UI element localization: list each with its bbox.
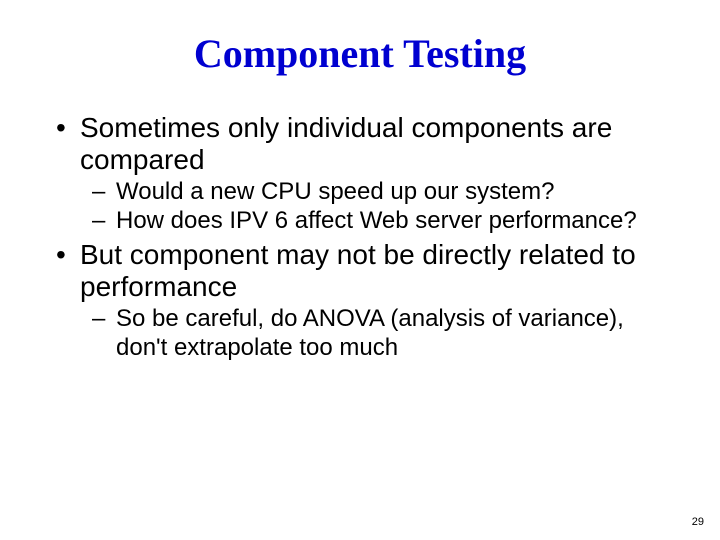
sub-bullet-text: Would a new CPU speed up our system?	[116, 178, 554, 205]
sub-bullet-item: How does IPV 6 affect Web server perform…	[80, 207, 670, 235]
sub-bullet-item: So be careful, do ANOVA (analysis of var…	[80, 305, 670, 362]
bullet-list-level2: Would a new CPU speed up our system? How…	[80, 178, 670, 235]
bullet-text: Sometimes only individual components are…	[80, 112, 612, 175]
bullet-list-level2: So be careful, do ANOVA (analysis of var…	[80, 305, 670, 362]
sub-bullet-text: So be careful, do ANOVA (analysis of var…	[116, 305, 624, 360]
sub-bullet-item: Would a new CPU speed up our system?	[80, 178, 670, 206]
slide-container: Component Testing Sometimes only individ…	[0, 0, 720, 540]
bullet-item: Sometimes only individual components are…	[50, 112, 670, 235]
bullet-text: But component may not be directly relate…	[80, 239, 636, 302]
sub-bullet-text: How does IPV 6 affect Web server perform…	[116, 207, 637, 234]
bullet-list-level1: Sometimes only individual components are…	[50, 112, 670, 362]
slide-title: Component Testing	[50, 30, 670, 77]
page-number: 29	[692, 516, 704, 528]
bullet-item: But component may not be directly relate…	[50, 239, 670, 362]
